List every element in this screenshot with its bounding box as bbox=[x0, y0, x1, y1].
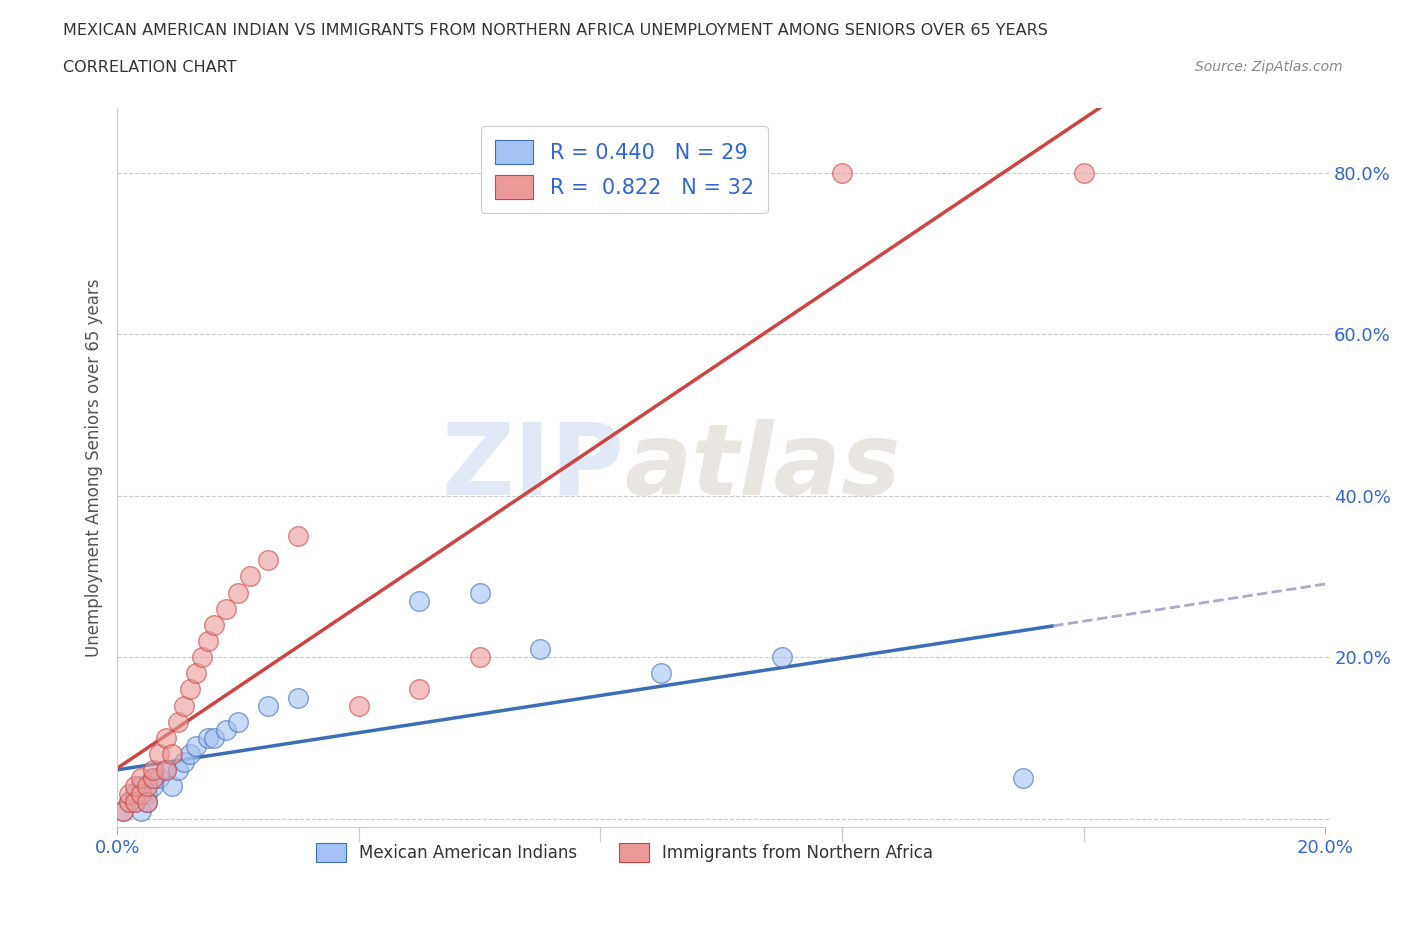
Point bbox=[197, 633, 219, 648]
Point bbox=[124, 787, 146, 802]
Point bbox=[408, 682, 430, 697]
Point bbox=[136, 795, 159, 810]
Y-axis label: Unemployment Among Seniors over 65 years: Unemployment Among Seniors over 65 years bbox=[86, 278, 103, 657]
Point bbox=[136, 787, 159, 802]
Point bbox=[184, 738, 207, 753]
Point bbox=[118, 795, 141, 810]
Point bbox=[1073, 166, 1095, 180]
Point bbox=[142, 771, 165, 786]
Point bbox=[202, 618, 225, 632]
Point bbox=[155, 730, 177, 745]
Point bbox=[142, 763, 165, 777]
Legend: Mexican American Indians, Immigrants from Northern Africa: Mexican American Indians, Immigrants fro… bbox=[309, 836, 939, 869]
Point bbox=[136, 779, 159, 794]
Point bbox=[468, 585, 491, 600]
Point bbox=[166, 714, 188, 729]
Point bbox=[287, 528, 309, 543]
Point bbox=[160, 779, 183, 794]
Point bbox=[257, 552, 280, 567]
Point bbox=[112, 804, 135, 818]
Point bbox=[136, 795, 159, 810]
Point bbox=[215, 601, 238, 616]
Point bbox=[131, 804, 153, 818]
Point bbox=[131, 771, 153, 786]
Point bbox=[650, 666, 672, 681]
Point bbox=[226, 714, 249, 729]
Text: atlas: atlas bbox=[624, 418, 901, 516]
Point bbox=[179, 682, 201, 697]
Point bbox=[347, 698, 370, 713]
Text: ZIP: ZIP bbox=[441, 418, 624, 516]
Point bbox=[179, 747, 201, 762]
Point bbox=[124, 779, 146, 794]
Point bbox=[202, 730, 225, 745]
Point bbox=[468, 650, 491, 665]
Point bbox=[770, 650, 793, 665]
Point bbox=[239, 569, 262, 584]
Text: CORRELATION CHART: CORRELATION CHART bbox=[63, 60, 236, 75]
Point bbox=[831, 166, 853, 180]
Point bbox=[118, 787, 141, 802]
Point bbox=[173, 698, 195, 713]
Point bbox=[190, 650, 212, 665]
Point bbox=[124, 795, 146, 810]
Point bbox=[160, 747, 183, 762]
Point bbox=[197, 730, 219, 745]
Point bbox=[118, 795, 141, 810]
Text: MEXICAN AMERICAN INDIAN VS IMMIGRANTS FROM NORTHERN AFRICA UNEMPLOYMENT AMONG SE: MEXICAN AMERICAN INDIAN VS IMMIGRANTS FR… bbox=[63, 23, 1047, 38]
Point bbox=[408, 593, 430, 608]
Point bbox=[131, 779, 153, 794]
Point bbox=[166, 763, 188, 777]
Point bbox=[173, 754, 195, 769]
Point bbox=[148, 747, 170, 762]
Point bbox=[112, 804, 135, 818]
Point bbox=[131, 787, 153, 802]
Point bbox=[287, 690, 309, 705]
Point bbox=[124, 795, 146, 810]
Point bbox=[155, 763, 177, 777]
Point bbox=[529, 642, 551, 657]
Text: Source: ZipAtlas.com: Source: ZipAtlas.com bbox=[1195, 60, 1343, 74]
Point bbox=[148, 771, 170, 786]
Point bbox=[226, 585, 249, 600]
Point bbox=[142, 779, 165, 794]
Point bbox=[257, 698, 280, 713]
Point bbox=[215, 723, 238, 737]
Point bbox=[142, 771, 165, 786]
Point bbox=[1012, 771, 1035, 786]
Point bbox=[184, 666, 207, 681]
Point bbox=[155, 763, 177, 777]
